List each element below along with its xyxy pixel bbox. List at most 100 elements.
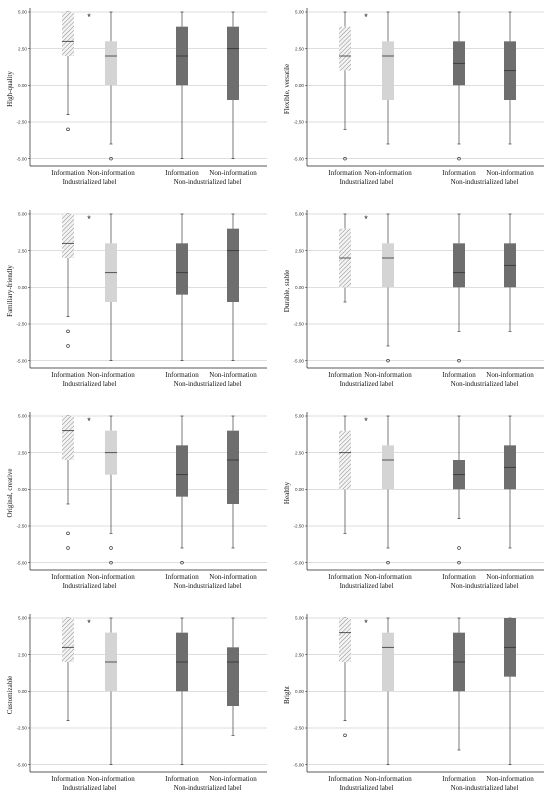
box-1 [105,415,117,565]
box-2 [453,415,465,565]
outlier-point [386,560,390,565]
y-tick-label: -5.00 [17,358,28,363]
chart-svg: 5.00 2.50 0.00 -2.50 -5.00 High-quality Inform… [6,8,267,186]
outlier-point [66,329,70,334]
chart-panel: 5.00 2.50 0.00 -2.50 -5.00 Durable, stable Inf… [277,204,550,404]
box-3 [504,617,516,765]
box-2 [453,617,465,751]
y-tick-label: 5.00 [18,616,27,621]
box-3 [504,11,516,145]
category-label: Information [165,371,199,379]
y-tick-label: 0.00 [18,689,27,694]
box-2 [176,11,188,159]
significance-marker: * [364,214,368,224]
significance-marker: * [364,12,368,22]
box-rect [382,243,394,288]
box-2 [453,11,465,161]
category-label: Information [165,573,199,581]
significance-marker: * [87,416,91,426]
outlier-point [343,733,347,738]
category-label: Non-information [486,371,534,379]
significance-marker: * [87,12,91,22]
category-label: Non-information [87,169,135,177]
box-rect [339,618,351,662]
outlier-point [343,156,347,161]
y-tick-label: 0.00 [18,83,27,88]
box-0 [339,415,351,534]
outlier-point [66,531,70,536]
chart-svg: 5.00 2.50 0.00 -2.50 -5.00 Original, creative… [6,412,267,590]
y-tick-label: -2.50 [294,726,305,731]
box-rect [227,430,239,504]
category-label: Non-information [209,169,257,177]
y-axis-label: Familiary-friendly [6,265,14,317]
category-label: Non-information [87,573,135,581]
category-label: Information [442,371,476,379]
box-rect [339,430,351,490]
y-tick-label: 0.00 [18,487,27,492]
chart-panel: 5.00 2.50 0.00 -2.50 -5.00 Familiary-friendly… [0,204,273,404]
outlier-point [457,358,461,363]
outlier-point [457,560,461,565]
y-tick-label: 2.50 [18,248,27,253]
box-rect [62,214,74,258]
outlier-point [66,546,70,550]
group-label: Industrialized label [340,178,394,186]
y-tick-label: 0.00 [295,689,304,694]
y-tick-label: -5.00 [17,560,28,565]
box-1 [382,617,394,765]
y-tick-label: 5.00 [295,616,304,621]
box-3 [227,415,239,549]
group-label: Non-industrialized label [451,582,519,590]
group-label: Industrialized label [63,784,117,792]
group-label: Industrialized label [63,178,117,186]
chart-panel: 5.00 2.50 0.00 -2.50 -5.00 Customizable Inform… [0,608,273,808]
y-tick-label: -2.50 [17,726,28,731]
category-label: Information [51,371,85,379]
y-tick-label: 2.50 [295,46,304,51]
category-label: Non-information [486,775,534,783]
group-label: Industrialized label [340,784,394,792]
significance-marker: * [87,618,91,628]
group-label: Industrialized label [63,380,117,388]
box-1 [382,11,394,145]
box-0 [62,11,74,132]
y-tick-label: 2.50 [295,450,304,455]
group-label: Industrialized label [340,380,394,388]
y-tick-label: 0.00 [18,285,27,290]
category-label: Non-information [209,371,257,379]
y-axis-label: Bright [283,686,291,704]
chart-svg: 5.00 2.50 0.00 -2.50 -5.00 Familiary-friendly… [6,210,267,388]
y-tick-label: -5.00 [294,560,305,565]
chart-panel: 5.00 2.50 0.00 -2.50 -5.00 Healthy Information… [277,406,550,606]
category-label: Non-information [364,775,412,783]
outlier-point [109,156,113,161]
group-label: Industrialized label [340,582,394,590]
y-tick-label: 0.00 [295,285,304,290]
box-2 [176,213,188,361]
category-label: Non-information [87,775,135,783]
category-label: Non-information [364,371,412,379]
y-axis-label: Original, creative [6,469,14,518]
y-tick-label: 5.00 [18,212,27,217]
y-tick-label: -2.50 [17,524,28,529]
group-label: Non-industrialized label [174,784,242,792]
box-rect [227,26,239,101]
box-1 [105,617,117,765]
outlier-point [457,546,461,550]
category-label: Information [165,775,199,783]
y-axis-label: High-quality [6,71,14,107]
y-tick-label: 5.00 [295,10,304,15]
y-tick-label: 2.50 [18,46,27,51]
box-0 [339,11,351,161]
significance-marker: * [364,618,368,628]
group-label: Non-industrialized label [451,178,519,186]
y-tick-label: 2.50 [295,248,304,253]
category-label: Non-information [87,371,135,379]
category-label: Information [51,775,85,783]
category-label: Information [328,169,362,177]
box-1 [105,213,117,361]
box-3 [227,213,239,361]
category-label: Non-information [209,775,257,783]
